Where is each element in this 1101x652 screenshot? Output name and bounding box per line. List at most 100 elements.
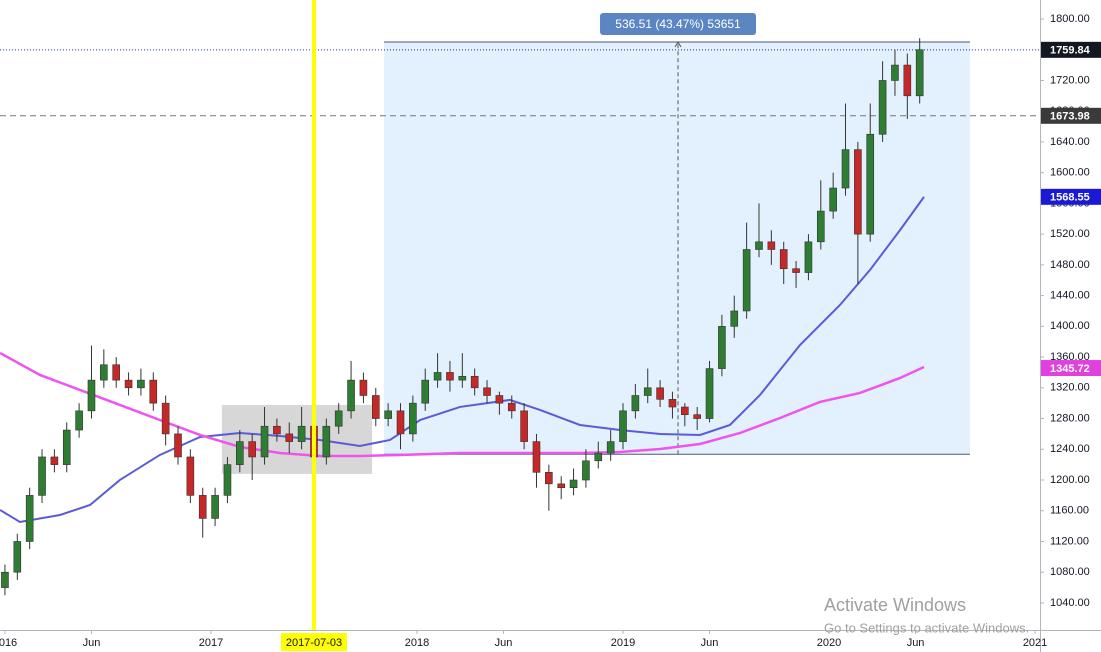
candle-body (409, 402, 417, 435)
x-tick-label: 2021 (1023, 637, 1047, 649)
y-tick-label: 1640.00 (1050, 136, 1090, 148)
candle-body (631, 395, 640, 412)
candle-body (137, 379, 145, 389)
price-label: 1759.84 (1050, 45, 1091, 57)
candle-body (87, 379, 96, 412)
candle-body (236, 441, 244, 465)
candle-body (334, 410, 343, 427)
candle-body (396, 410, 405, 435)
x-tick-label: 2020 (817, 637, 841, 649)
price-label-bg (1041, 360, 1101, 377)
candle-body (755, 241, 763, 250)
candle-body (483, 387, 491, 396)
candle-body (1, 571, 9, 588)
candle-body (866, 133, 875, 235)
y-tick-label: 1320.00 (1050, 382, 1090, 394)
y-tick-label: 1600.00 (1050, 167, 1090, 179)
candle-body (545, 472, 553, 485)
candle-body (557, 483, 566, 488)
candle-body (149, 379, 158, 404)
moving-average (0, 196, 925, 524)
watermark-title: Activate Windows (824, 595, 966, 615)
candle-body (421, 379, 430, 404)
x-tick-label: Jun (907, 637, 925, 649)
candle-body (619, 410, 627, 442)
marker-label-bg (280, 633, 347, 651)
candle-body (829, 187, 837, 212)
candle-body (260, 425, 269, 458)
candle-body (767, 241, 776, 250)
candle-body (62, 429, 71, 465)
candle-body (371, 395, 380, 419)
candle-body (495, 395, 504, 404)
y-tick-label: 1480.00 (1050, 259, 1090, 271)
candle-body (705, 368, 714, 419)
candle-body (569, 479, 578, 488)
price-label: 1673.98 (1050, 111, 1090, 123)
candle-body (891, 64, 899, 81)
candle-body (446, 372, 454, 381)
x-tick-label: 2019 (611, 637, 635, 649)
candle-body (915, 49, 924, 97)
price-label: 1345.72 (1050, 363, 1090, 375)
candle-body (582, 460, 590, 481)
watermark-subtitle: Go to Settings to activate Windows. (824, 620, 1029, 635)
candle-body (779, 249, 788, 270)
candle-body (854, 149, 862, 235)
candle-body (75, 410, 83, 431)
candle-body (297, 425, 306, 442)
candle-body (13, 541, 22, 573)
candle-body (211, 495, 219, 519)
x-tick-label: Jun (83, 637, 101, 649)
x-tick-label: 2018 (405, 637, 429, 649)
candle-body (532, 441, 541, 473)
y-tick-label: 1080.00 (1050, 566, 1090, 578)
candle-body (841, 149, 850, 189)
candle-body (100, 364, 108, 381)
y-tick-label: 1240.00 (1050, 443, 1090, 455)
y-tick-label: 1040.00 (1050, 597, 1090, 609)
candle-body (174, 433, 182, 458)
candle-body (248, 441, 256, 458)
y-tick-label: 1120.00 (1050, 535, 1089, 547)
gray-box (221, 404, 373, 474)
price-label-bg (1041, 107, 1101, 124)
candle-body (792, 268, 800, 273)
candle-body (878, 80, 887, 135)
candle-body (223, 464, 232, 496)
y-tick-label: 1720.00 (1050, 74, 1090, 86)
candle-body (25, 495, 34, 542)
measure-label: 536.51 (43.47%) 53651 (615, 17, 741, 31)
plot (0, 38, 1040, 596)
y-tick-label: 1200.00 (1050, 474, 1090, 486)
y-tick-label: 1360.00 (1050, 351, 1090, 363)
moving-average (0, 351, 925, 458)
candle-body (359, 379, 368, 396)
candle-body (112, 364, 120, 381)
candle-body (606, 441, 615, 454)
candle-body (816, 210, 825, 243)
candle-body (594, 452, 603, 462)
y-tick-label: 1160.00 (1050, 505, 1089, 517)
candle-body (38, 456, 46, 496)
candle-body (458, 375, 467, 381)
candle-body (347, 379, 355, 412)
x-tick-label: 2017 (199, 637, 223, 649)
candle-body (470, 375, 479, 389)
candle-body (742, 249, 751, 312)
y-tick-label: 1280.00 (1050, 412, 1090, 424)
x-tick-label: Jun (495, 637, 513, 649)
measure-arrowhead (674, 41, 682, 48)
candle-body (186, 456, 195, 496)
candle-body (903, 64, 912, 97)
x-tick-label: 2016 (0, 637, 17, 649)
candle-body (322, 425, 331, 458)
y-tick-label: 1520.00 (1050, 228, 1090, 240)
candle-body (668, 399, 677, 408)
y-tick-label: 1800.00 (1050, 13, 1090, 25)
candle-body (124, 379, 133, 389)
candle-body (656, 387, 664, 400)
candle-body (693, 414, 701, 419)
candle-body (384, 410, 392, 419)
